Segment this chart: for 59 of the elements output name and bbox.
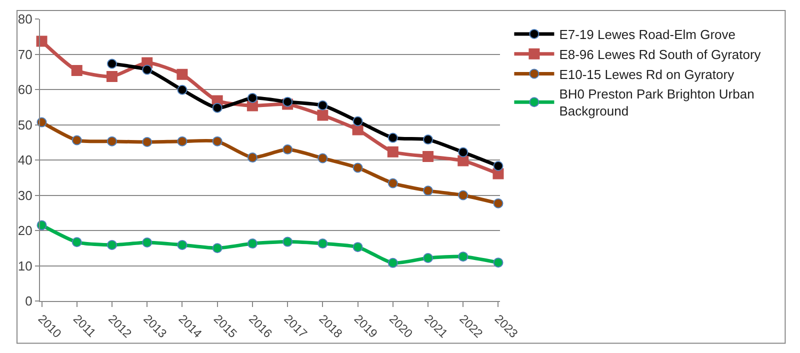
y-tick-label: 30 — [18, 188, 32, 203]
point — [177, 84, 188, 95]
point — [388, 178, 398, 188]
y-tick-label: 20 — [18, 223, 32, 238]
point — [106, 70, 118, 82]
point — [282, 96, 293, 107]
legend-label: E7-19 Lewes Road-Elm Grove — [559, 27, 736, 42]
point — [493, 198, 504, 208]
point — [177, 136, 188, 146]
point — [177, 240, 188, 250]
point — [388, 258, 398, 268]
legend-label: E10-15 Lewes Rd on Gyratory — [559, 66, 735, 82]
point — [106, 136, 117, 146]
point — [247, 152, 258, 163]
point — [71, 64, 82, 76]
point — [176, 68, 188, 80]
y-tick-label: 40 — [18, 152, 32, 168]
point — [352, 116, 363, 126]
point — [388, 132, 398, 143]
point — [318, 153, 328, 164]
legend-label: E8-96 Lewes Rd South of Gyratory — [559, 46, 762, 62]
point — [493, 160, 504, 171]
point — [317, 110, 328, 121]
y-tick-label: 10 — [18, 258, 32, 274]
y-tick-label: 70 — [18, 46, 32, 62]
point — [318, 238, 328, 249]
point — [423, 253, 434, 263]
point — [212, 243, 222, 254]
point — [282, 144, 293, 154]
point — [458, 147, 468, 158]
point — [352, 242, 363, 252]
point — [106, 58, 117, 69]
point — [36, 36, 48, 47]
point — [212, 136, 222, 146]
point — [142, 64, 152, 75]
point — [142, 137, 152, 148]
y-tick-label: 60 — [18, 82, 32, 98]
point — [72, 135, 82, 146]
point — [72, 237, 82, 248]
y-tick-label: 50 — [18, 117, 32, 132]
y-tick-label: 80 — [18, 12, 32, 27]
point — [318, 100, 328, 110]
point — [352, 162, 363, 173]
point — [422, 150, 434, 162]
point — [282, 236, 293, 247]
point — [387, 146, 398, 158]
point — [493, 258, 504, 268]
point — [247, 92, 258, 103]
legend-label: BH0 Preston Park Brighton Urban Background — [559, 86, 754, 119]
point — [247, 238, 258, 249]
point — [458, 190, 468, 200]
y-tick-label: 0 — [25, 294, 32, 309]
point — [458, 252, 468, 262]
point — [423, 186, 434, 196]
point — [106, 240, 117, 250]
point — [142, 237, 152, 248]
point — [423, 134, 434, 145]
point — [458, 155, 469, 166]
point — [212, 102, 222, 113]
